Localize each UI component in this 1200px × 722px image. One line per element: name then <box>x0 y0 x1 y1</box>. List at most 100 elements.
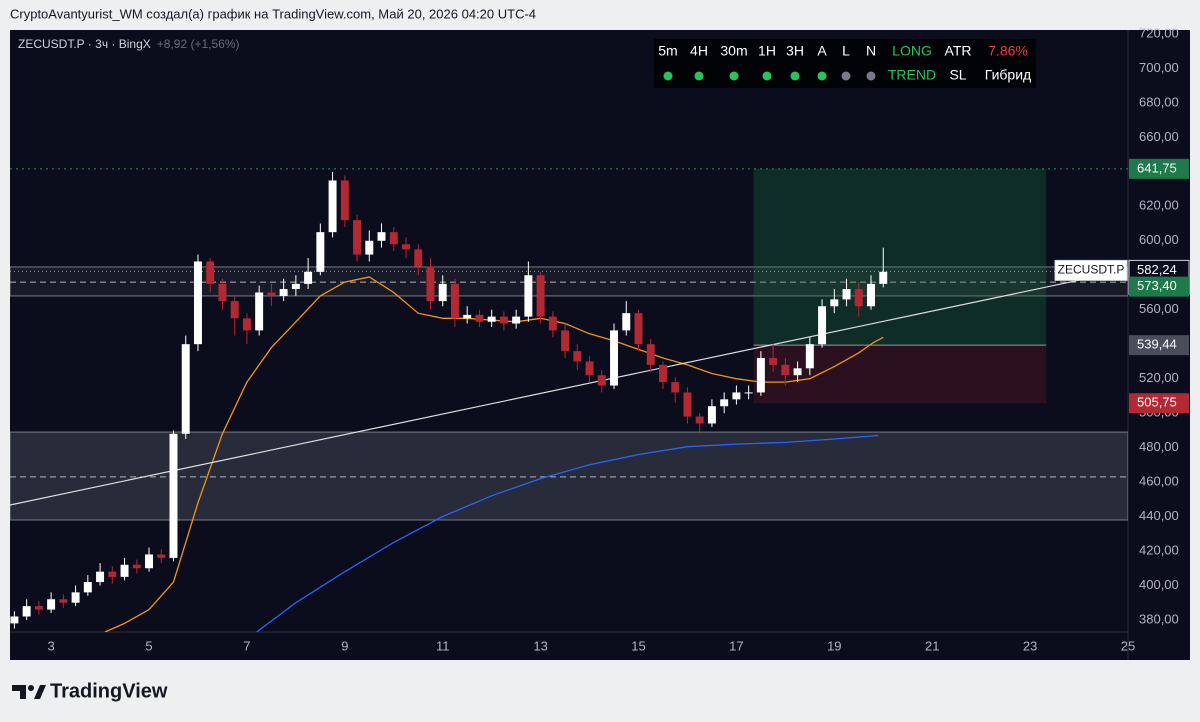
sl: SL <box>949 67 966 83</box>
candle-body <box>132 564 141 569</box>
candle-body <box>255 292 264 331</box>
candle-body <box>242 318 251 331</box>
candle-body <box>659 364 667 383</box>
price-label-value: 573,40 <box>1137 278 1177 293</box>
timeframe: L <box>842 43 850 59</box>
legend-change: +8,92 (+1,56%) <box>157 37 240 51</box>
candle-body <box>47 599 56 610</box>
candle-body <box>340 180 349 221</box>
candle-body <box>120 564 129 577</box>
moving-average <box>256 434 879 632</box>
candle-body <box>377 232 386 241</box>
y-tick-label: 700,00 <box>1139 60 1179 75</box>
candle-body <box>830 299 839 307</box>
candle-body <box>756 357 765 393</box>
price-label-box <box>1129 276 1189 297</box>
y-tick-label: 420,00 <box>1139 542 1179 557</box>
candle-body <box>304 271 313 284</box>
candle-body <box>389 232 398 245</box>
candle-body <box>879 271 888 284</box>
trend: TREND <box>888 67 936 83</box>
plot-area <box>10 168 1128 632</box>
candle-body <box>169 433 178 558</box>
candle-body <box>536 275 545 317</box>
candle-body <box>96 571 105 583</box>
footer-brand: TradingView <box>50 680 168 702</box>
candle-body <box>402 244 410 250</box>
candle-body <box>634 313 643 345</box>
logo-icon <box>12 685 26 699</box>
x-tick-label: 11 <box>436 638 450 653</box>
legend-separator: · <box>108 37 119 51</box>
x-tick-label: 17 <box>729 638 743 653</box>
price-label-value: 539,44 <box>1137 337 1177 352</box>
status-dot <box>729 71 739 81</box>
candle-body <box>157 554 166 558</box>
status-dot <box>817 71 827 81</box>
x-tick-label: 15 <box>631 638 645 653</box>
timeframe: 5m <box>658 43 677 59</box>
candle-body <box>585 361 594 376</box>
candle-body <box>695 416 704 424</box>
candle-body <box>842 289 851 300</box>
timeframe: 3H <box>786 43 804 59</box>
x-tick-label: 19 <box>827 638 841 653</box>
status-dot <box>866 71 876 81</box>
candle-body <box>71 592 80 603</box>
candle-body <box>267 292 276 296</box>
position-loss <box>753 345 1047 404</box>
price-label-value: 641,75 <box>1137 160 1177 175</box>
candle-body <box>561 330 570 352</box>
zone <box>10 431 1128 521</box>
candle-body <box>353 220 362 255</box>
price-label: 505,75 <box>1129 393 1189 414</box>
candle-body <box>365 240 374 255</box>
y-tick-label: 480,00 <box>1139 439 1179 454</box>
candle-body <box>218 283 227 302</box>
x-tick-label: 13 <box>533 638 547 653</box>
position-profit <box>753 168 1047 346</box>
price-label-value: 582,24 <box>1137 262 1177 277</box>
y-tick-label: 600,00 <box>1139 232 1179 247</box>
mode: Гибрид <box>985 67 1031 83</box>
candle-body <box>769 357 778 365</box>
candle-body <box>193 261 202 345</box>
candle-body <box>707 406 716 424</box>
y-tick-label: 380,00 <box>1139 611 1179 626</box>
candle-body <box>683 392 692 417</box>
status-dot <box>841 71 851 81</box>
y-tick-label: 460,00 <box>1139 473 1179 488</box>
candle-body <box>646 344 655 365</box>
candle-body <box>291 283 300 290</box>
price-label-box <box>1129 335 1189 356</box>
candle-body <box>487 316 496 322</box>
y-tick-label: 520,00 <box>1139 370 1179 385</box>
timeframe: N <box>866 43 876 59</box>
candle-body <box>781 364 790 376</box>
price-label-value: 505,75 <box>1137 395 1177 410</box>
candle-body <box>867 283 875 307</box>
candle-body <box>145 554 153 569</box>
candle-body <box>22 606 31 617</box>
price-label: 641,75 <box>1129 158 1189 179</box>
candle-body <box>59 599 68 603</box>
candle-body <box>732 392 741 400</box>
status-table: 5m 4H 30m 1H 3H A L N LONG ATR 7.86% TREND SL Гибрид <box>654 39 1036 88</box>
x-tick-label: 3 <box>48 638 55 653</box>
price-label-symbol-box <box>1054 259 1128 281</box>
legend-separator: · <box>84 37 95 51</box>
candle-body <box>230 301 239 319</box>
candle-body <box>83 582 92 593</box>
candle-body <box>475 314 484 322</box>
footer-logo: TradingView <box>12 680 168 702</box>
candle-body <box>805 344 814 369</box>
legend-symbol: ZECUSDT.P <box>18 37 85 51</box>
candle-body <box>414 249 423 267</box>
candle-body <box>34 606 43 610</box>
x-tick-label: 7 <box>243 638 250 653</box>
status-dot <box>790 71 800 81</box>
candle-body <box>328 180 337 233</box>
candle-body <box>279 289 288 296</box>
candle-body <box>622 313 631 331</box>
